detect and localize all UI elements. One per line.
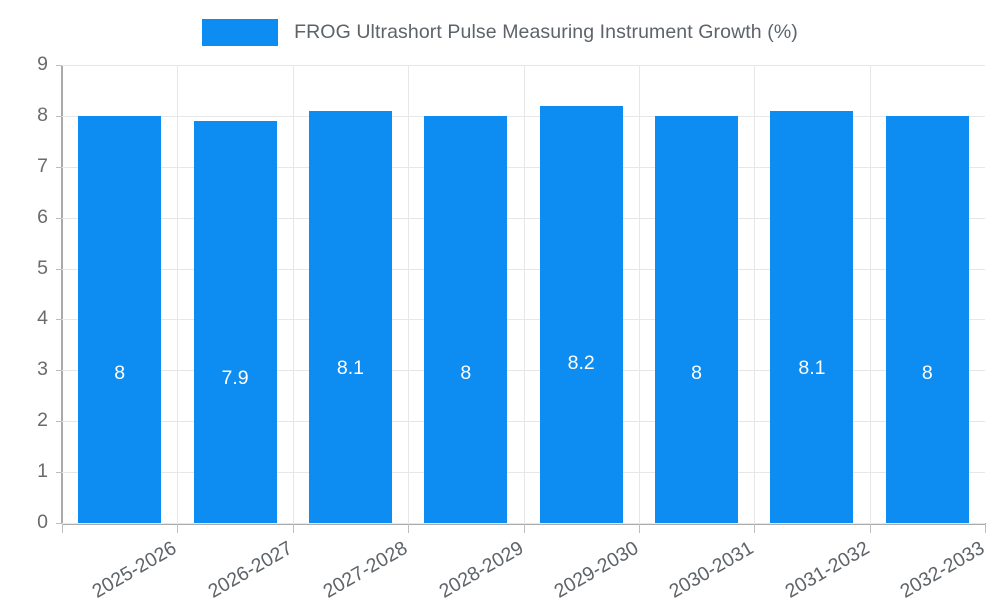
x-gridline (523, 65, 525, 523)
bar[interactable]: 8 (78, 115, 162, 523)
x-gridline (869, 65, 871, 523)
y-tick-mark (56, 268, 62, 270)
x-axis-tick-label: 2028-2029 (435, 537, 527, 603)
bar[interactable]: 8 (885, 115, 969, 523)
x-tick-mark (754, 524, 756, 533)
y-axis-tick-label: 8 (37, 103, 48, 126)
x-tick-mark (177, 524, 179, 533)
bar-value-label: 8.1 (336, 356, 364, 379)
x-gridline (177, 65, 179, 523)
y-axis-line (61, 65, 63, 524)
y-axis-tick-label: 6 (37, 205, 48, 228)
y-tick-mark (56, 472, 62, 474)
bar[interactable]: 8.1 (770, 110, 854, 523)
y-axis-tick-label: 5 (37, 256, 48, 279)
bar-value-label: 8 (460, 361, 472, 384)
x-axis-tick-label: 2031-2032 (781, 537, 873, 603)
x-tick-mark (408, 524, 410, 533)
y-axis-tick-labels: 0 1 2 3 4 5 6 7 8 9 (0, 0, 48, 600)
y-tick-mark (56, 166, 62, 168)
x-axis-tick-label: 2030-2031 (665, 537, 758, 603)
bar[interactable]: 7.9 (193, 120, 277, 523)
chart-legend: FROG Ultrashort Pulse Measuring Instrume… (0, 12, 1000, 52)
bar[interactable]: 8.2 (539, 105, 623, 523)
y-tick-mark (56, 217, 62, 219)
bar[interactable]: 8 (424, 115, 508, 523)
y-axis-tick-label: 2 (37, 409, 48, 432)
legend-item[interactable]: FROG Ultrashort Pulse Measuring Instrume… (202, 18, 798, 46)
x-axis-tick-label: 2027-2028 (319, 537, 412, 603)
y-gridline (62, 523, 985, 524)
bar-value-label: 8.1 (798, 356, 826, 379)
legend-label: FROG Ultrashort Pulse Measuring Instrume… (294, 20, 798, 43)
x-tick-mark (638, 524, 640, 533)
bar-value-label: 7.9 (221, 366, 249, 389)
y-axis-tick-label: 1 (37, 460, 48, 483)
x-axis-tick-label: 2032-2033 (896, 537, 989, 603)
x-tick-mark (62, 524, 63, 533)
y-tick-mark (56, 115, 62, 117)
bar-value-label: 8 (691, 361, 702, 384)
bar-value-label: 8 (921, 361, 933, 384)
bar[interactable]: 8 (655, 115, 739, 523)
bar-value-label: 8.2 (567, 351, 595, 374)
legend-color-swatch-icon (202, 18, 279, 46)
y-axis-tick-label: 9 (37, 53, 48, 75)
y-tick-mark (56, 523, 62, 524)
x-gridline (754, 65, 756, 523)
y-axis-tick-label: 3 (37, 358, 48, 381)
x-tick-mark (523, 524, 525, 533)
plot-area: 8 7.9 8.1 8 8.2 8 8.1 8 (62, 65, 985, 524)
x-gridline (638, 65, 640, 523)
x-tick-mark (292, 524, 294, 533)
y-tick-mark (56, 421, 62, 423)
x-gridline (292, 65, 294, 523)
y-tick-mark (56, 65, 62, 66)
x-axis-tick-label: 2029-2030 (550, 537, 643, 603)
x-axis-tick-label: 2025-2026 (88, 537, 181, 603)
y-axis-tick-label: 4 (37, 307, 48, 330)
bar-value-label: 8 (114, 361, 126, 384)
x-axis-tick-label: 2026-2027 (204, 537, 297, 603)
x-gridline (408, 65, 410, 523)
x-tick-mark (985, 524, 986, 533)
bar[interactable]: 8.1 (308, 110, 392, 523)
y-axis-tick-label: 0 (37, 511, 48, 533)
y-tick-mark (56, 319, 62, 321)
x-tick-mark (869, 524, 871, 533)
y-axis-tick-label: 7 (37, 154, 48, 177)
y-tick-mark (56, 370, 62, 372)
